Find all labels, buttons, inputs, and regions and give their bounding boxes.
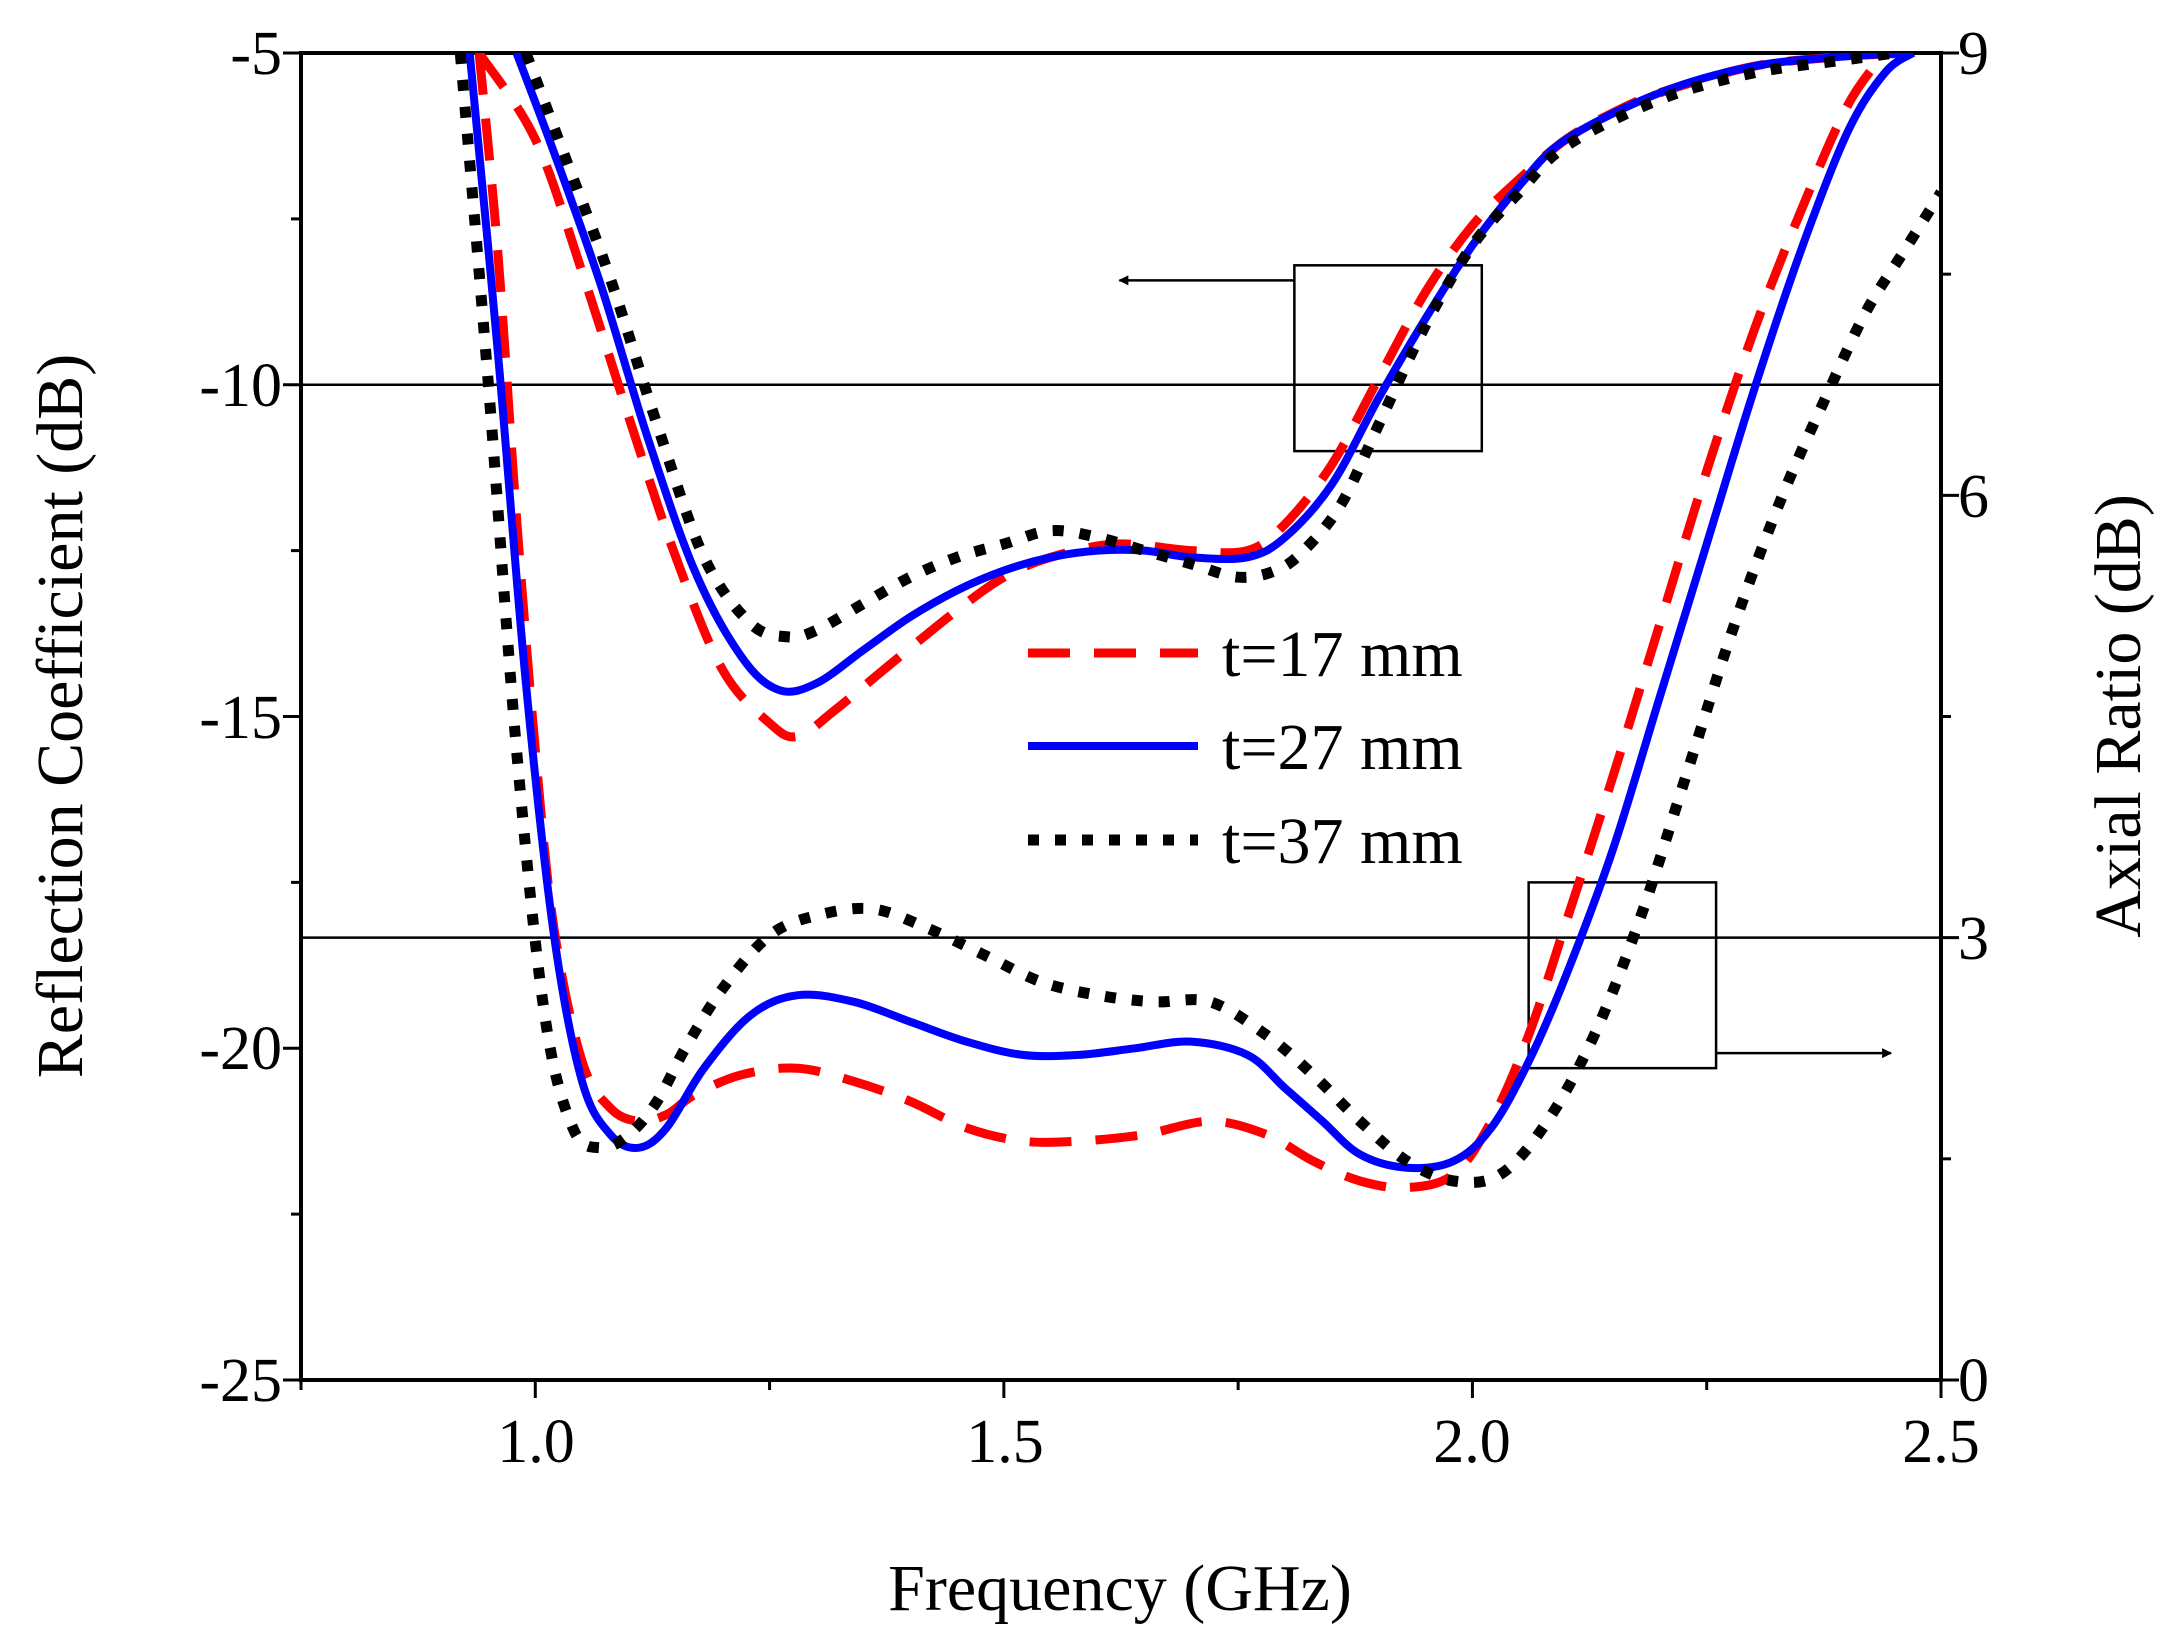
y-right-ticks bbox=[1941, 51, 1959, 1382]
x-tick-label-1-5: 1.5 bbox=[966, 1408, 1044, 1476]
series-layer bbox=[454, 53, 1941, 1193]
legend-label-t17: t=17 mm bbox=[1222, 618, 1463, 691]
legend-label-t27: t=27 mm bbox=[1222, 711, 1463, 784]
y-left-tick-label-minus-10: -10 bbox=[199, 352, 282, 420]
annotation-box-axial-ratio bbox=[1527, 881, 1718, 1070]
series-reflection-t-17-mm bbox=[475, 53, 1914, 742]
x-axis-ticks bbox=[299, 1380, 1943, 1398]
y-left-tick-label-minus-15: -15 bbox=[199, 684, 282, 752]
y-right-tick-label-0: 0 bbox=[1958, 1347, 1989, 1415]
y-left-tick-label-minus-20: -20 bbox=[199, 1015, 282, 1083]
x-axis-title: Frequency (GHz) bbox=[888, 1552, 1352, 1625]
y-right-tick-label-6: 6 bbox=[1958, 463, 1989, 531]
y-right-axis-title: Axial Ratio (dB) bbox=[2082, 494, 2155, 938]
y-left-tick-label-minus-25: -25 bbox=[199, 1347, 282, 1415]
plot-area bbox=[299, 51, 1943, 1382]
series-reflection-t-37-mm bbox=[520, 53, 1895, 643]
legend: t=17 mm t=27 mm t=37 mm bbox=[1028, 618, 1463, 878]
series-reflection-t-27-mm bbox=[512, 53, 1914, 696]
x-tick-label-2-0: 2.0 bbox=[1433, 1408, 1511, 1476]
y-right-tick-label-9: 9 bbox=[1958, 20, 1989, 88]
x-tick-label-1-0: 1.0 bbox=[497, 1408, 575, 1476]
series-axial_ratio-t-37-mm bbox=[454, 53, 1941, 1188]
legend-label-t37: t=37 mm bbox=[1222, 805, 1463, 878]
series-axial_ratio-t-27-mm bbox=[465, 53, 1916, 1173]
y-left-tick-label-minus-5: -5 bbox=[230, 20, 282, 88]
y-left-ticks bbox=[283, 51, 301, 1382]
annotation-box-reflection bbox=[1293, 264, 1484, 453]
x-tick-label-2-5: 2.5 bbox=[1902, 1408, 1980, 1476]
series-axial_ratio-t-17-mm bbox=[474, 53, 1889, 1193]
y-left-axis-title: Reflection Coefficient (dB) bbox=[24, 354, 97, 1079]
y-right-tick-label-3: 3 bbox=[1958, 905, 1989, 973]
